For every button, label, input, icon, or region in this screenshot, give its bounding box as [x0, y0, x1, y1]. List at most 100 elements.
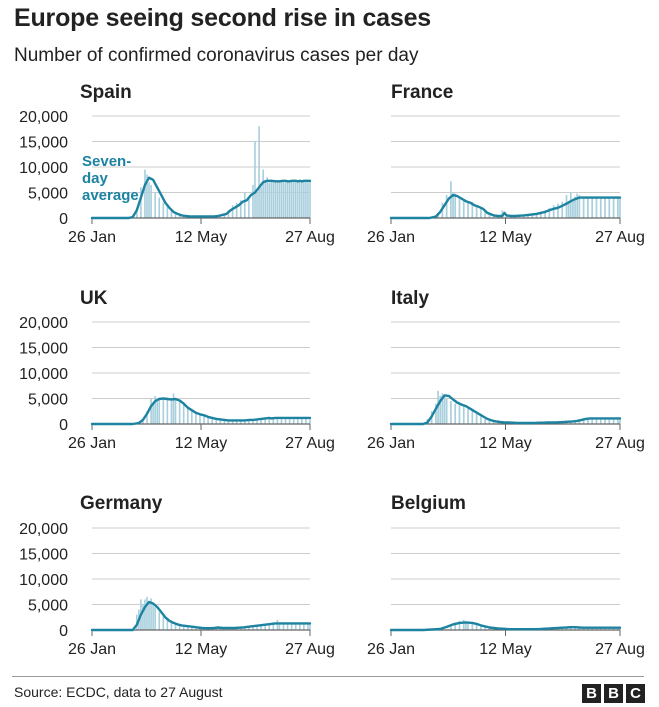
- y-tick-label: 5,000: [28, 392, 68, 409]
- bar: [146, 174, 148, 218]
- bar: [296, 181, 299, 218]
- annotation-text: Seven-: [82, 153, 131, 170]
- bar: [450, 401, 452, 424]
- bar: [292, 180, 295, 218]
- bar: [552, 205, 555, 218]
- bar: [252, 625, 254, 630]
- bar: [276, 619, 279, 630]
- bar: [258, 126, 260, 218]
- bar: [435, 403, 437, 424]
- bar: [166, 397, 169, 424]
- y-tick-label: 10,000: [19, 572, 68, 589]
- bar: [231, 420, 234, 424]
- bar: [484, 418, 487, 424]
- bar: [439, 395, 442, 424]
- panel-title: Belgium: [391, 493, 466, 514]
- bar: [162, 398, 165, 424]
- bar: [195, 627, 197, 630]
- bar: [239, 200, 242, 218]
- bar: [211, 418, 214, 424]
- y-tick-label: 15,000: [19, 135, 68, 152]
- bar: [437, 390, 439, 424]
- bar: [441, 393, 444, 424]
- bar: [252, 184, 254, 218]
- bar: [154, 192, 156, 218]
- bar: [488, 627, 491, 630]
- bar: [608, 418, 611, 424]
- bar: [467, 202, 469, 218]
- bar: [480, 416, 482, 424]
- bar: [505, 215, 508, 218]
- bar: [599, 418, 602, 424]
- bar: [219, 419, 222, 424]
- bar: [612, 418, 615, 424]
- bar: [256, 192, 258, 218]
- bar: [280, 179, 283, 218]
- bar: [480, 625, 482, 630]
- bar: [591, 418, 594, 424]
- bar: [243, 192, 246, 218]
- bar: [462, 200, 465, 218]
- bar: [191, 411, 193, 424]
- bar: [294, 623, 297, 630]
- bar: [166, 619, 169, 630]
- bar: [452, 192, 454, 218]
- panel-title: UK: [80, 288, 108, 309]
- bar: [272, 622, 275, 630]
- bar: [492, 420, 495, 424]
- bar: [142, 604, 144, 630]
- bar: [264, 417, 266, 424]
- bar: [215, 419, 218, 424]
- bar: [162, 615, 165, 630]
- bar: [262, 169, 264, 218]
- bar: [170, 401, 173, 424]
- bar: [619, 418, 621, 424]
- bar: [162, 202, 165, 218]
- bar: [264, 624, 266, 630]
- y-tick-label: 0: [59, 417, 68, 434]
- bar: [467, 408, 469, 424]
- bar: [443, 395, 446, 424]
- bar: [268, 417, 271, 424]
- bar: [309, 417, 311, 424]
- bar: [587, 417, 589, 424]
- bar: [582, 196, 585, 218]
- bar: [282, 623, 285, 630]
- bar: [569, 626, 572, 630]
- chart-title: Europe seeing second rise in cases: [14, 4, 431, 32]
- bar: [465, 621, 467, 630]
- x-tick-label: 26 Jan: [68, 641, 116, 658]
- bar: [561, 201, 564, 218]
- bar: [544, 210, 546, 218]
- bar: [617, 197, 619, 218]
- bar: [458, 620, 461, 630]
- bar: [301, 181, 303, 218]
- bar: [458, 405, 461, 424]
- bar: [309, 623, 311, 630]
- y-tick-label: 20,000: [19, 315, 68, 332]
- bar: [260, 624, 262, 630]
- bar: [309, 180, 311, 218]
- bar: [243, 626, 246, 630]
- panel-title: France: [391, 82, 453, 103]
- seven-day-average-line: [389, 394, 622, 426]
- bar: [531, 213, 534, 218]
- bar: [445, 195, 448, 218]
- x-tick-label: 12 May: [175, 641, 227, 658]
- bar: [146, 596, 148, 630]
- bar: [488, 419, 491, 424]
- bar: [284, 182, 287, 218]
- seven-day-average-line: [90, 176, 312, 220]
- bar: [268, 182, 271, 218]
- bar: [148, 601, 150, 630]
- bar: [144, 599, 146, 630]
- seven-day-average-line: [90, 397, 312, 426]
- panel-title: Italy: [391, 288, 429, 309]
- bar: [172, 393, 175, 424]
- bar: [152, 604, 154, 630]
- bar: [248, 197, 250, 218]
- bar: [284, 417, 287, 424]
- bar: [535, 212, 538, 218]
- bar: [298, 623, 301, 630]
